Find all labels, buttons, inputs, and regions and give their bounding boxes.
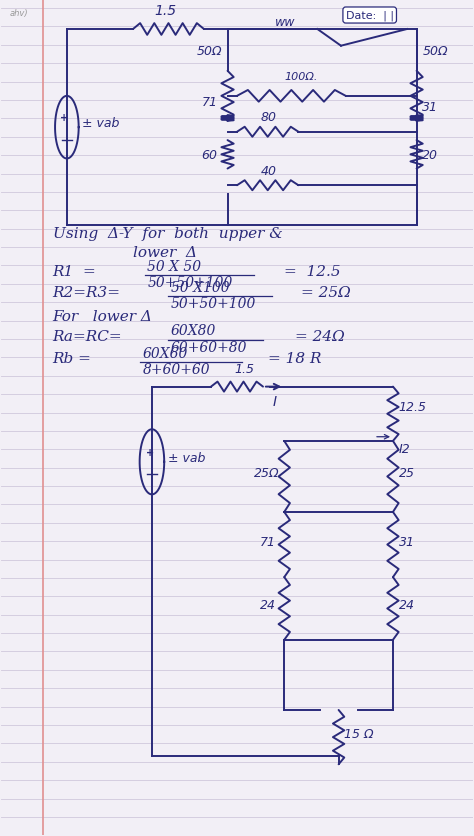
Text: 8+60+60: 8+60+60 — [143, 363, 210, 377]
Text: 60: 60 — [201, 150, 218, 162]
Text: = 25Ω: = 25Ω — [301, 286, 351, 300]
Text: lower  Δ: lower Δ — [133, 246, 197, 260]
Text: 25Ω: 25Ω — [254, 466, 279, 480]
Text: I: I — [273, 395, 276, 409]
Text: = 24Ω: = 24Ω — [295, 329, 345, 344]
Text: ahv): ahv) — [10, 9, 29, 18]
Text: I2: I2 — [399, 442, 410, 456]
Text: 12.5: 12.5 — [399, 400, 427, 413]
Text: 31: 31 — [422, 100, 438, 114]
Text: 50Ω: 50Ω — [197, 45, 222, 58]
Text: 50 X100: 50 X100 — [171, 280, 229, 294]
Text: 71: 71 — [201, 96, 218, 110]
Text: ww: ww — [275, 16, 295, 28]
Text: 31: 31 — [399, 535, 415, 548]
Text: ± vab: ± vab — [168, 451, 206, 465]
Text: 60X60: 60X60 — [143, 346, 188, 360]
Text: +: + — [146, 447, 154, 457]
Text: 71: 71 — [260, 535, 276, 548]
Text: 25: 25 — [399, 466, 415, 480]
Text: 24: 24 — [260, 599, 276, 612]
Text: =  12.5: = 12.5 — [284, 265, 341, 279]
Text: 50Ω: 50Ω — [422, 45, 448, 58]
Text: 50 X 50: 50 X 50 — [147, 259, 201, 273]
Text: 1.5: 1.5 — [155, 4, 176, 18]
Text: = 18 R: = 18 R — [268, 352, 321, 366]
Text: Ra=RC=: Ra=RC= — [53, 329, 122, 344]
Text: 80: 80 — [261, 111, 277, 124]
Text: 15 Ω: 15 Ω — [344, 727, 374, 740]
Text: 24: 24 — [399, 599, 415, 612]
Text: R1  =: R1 = — [53, 265, 96, 279]
Text: Date:  | |: Date: | | — [346, 11, 394, 21]
Text: R2=R3=: R2=R3= — [53, 286, 121, 300]
Text: 100Ω.: 100Ω. — [284, 72, 318, 82]
Text: 1.5: 1.5 — [235, 362, 255, 375]
Text: 50+50+100: 50+50+100 — [147, 275, 233, 289]
Text: For   lower Δ: For lower Δ — [53, 309, 153, 324]
Text: +: + — [60, 113, 69, 123]
Text: 40: 40 — [261, 165, 277, 177]
Text: 60+60+80: 60+60+80 — [171, 340, 247, 354]
Text: 50+50+100: 50+50+100 — [171, 297, 256, 311]
Text: 20: 20 — [422, 150, 438, 162]
Text: ± vab: ± vab — [82, 117, 119, 130]
Text: Using  Δ-Y  for  both  upper &: Using Δ-Y for both upper & — [53, 227, 283, 241]
Text: 60X80: 60X80 — [171, 324, 216, 338]
Text: Rb =: Rb = — [53, 352, 91, 366]
